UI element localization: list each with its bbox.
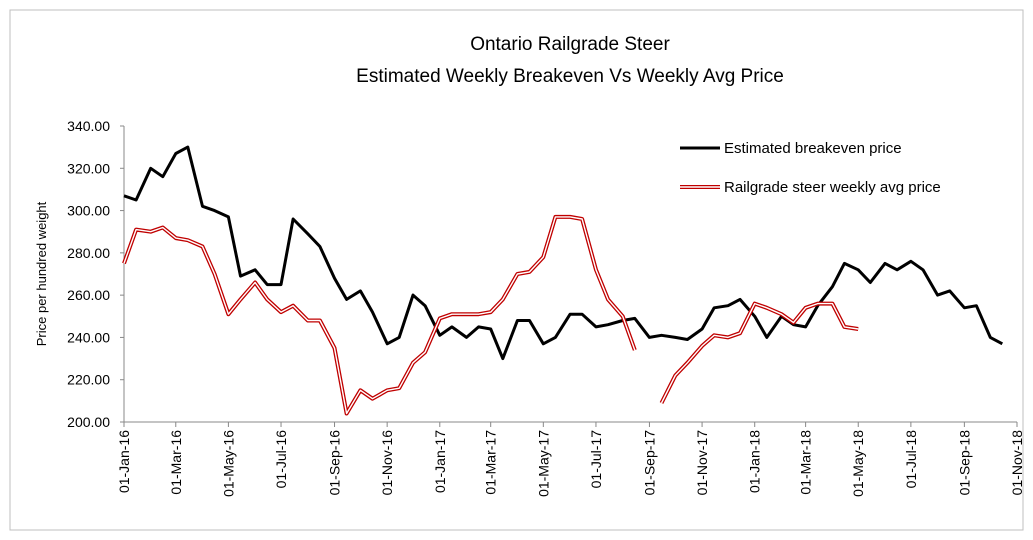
x-tick-label: 01-Nov-17 [694, 430, 710, 496]
x-tick-label: 01-Nov-16 [379, 430, 395, 496]
chart-title: Ontario Railgrade Steer [470, 34, 670, 55]
y-tick-label: 340.00 [67, 118, 110, 134]
x-tick-label: 01-Jul-16 [273, 430, 289, 489]
series-line-inner [123, 216, 859, 415]
legend-label: Estimated breakeven price [724, 140, 902, 157]
y-axis-label: Price per hundred weight [34, 201, 49, 346]
y-tick-label: 200.00 [67, 414, 110, 430]
y-tick-label: 300.00 [67, 203, 110, 219]
y-tick-label: 260.00 [67, 287, 110, 303]
chart-subtitle: Estimated Weekly Breakeven Vs Weekly Avg… [356, 66, 784, 87]
x-tick-label: 01-Jul-18 [903, 430, 919, 489]
x-tick-label: 01-Sep-18 [956, 430, 972, 496]
x-tick-label: 01-May-16 [220, 430, 236, 497]
x-tick-label: 01-Sep-16 [327, 430, 343, 496]
x-tick-label: 01-Nov-18 [1009, 430, 1025, 496]
x-tick-label: 01-May-17 [535, 430, 551, 497]
x-tick-label: 01-Jul-17 [588, 430, 604, 489]
x-tick-label: 01-May-18 [850, 430, 866, 497]
y-tick-label: 240.00 [67, 329, 110, 345]
x-tick-label: 01-Jan-16 [116, 430, 132, 493]
y-tick-label: 220.00 [67, 372, 110, 388]
y-tick-label: 320.00 [67, 160, 110, 176]
chart-border [9, 9, 1024, 531]
y-tick-label: 280.00 [67, 245, 110, 261]
x-tick-label: 01-Jan-18 [747, 430, 763, 493]
x-tick-label: 01-Mar-18 [798, 430, 814, 495]
x-tick-label: 01-Sep-17 [641, 430, 657, 496]
x-tick-label: 01-Mar-17 [483, 430, 499, 495]
series-line [123, 145, 1004, 361]
x-tick-label: 01-Jan-17 [432, 430, 448, 493]
legend-label: Railgrade steer weekly avg price [724, 179, 941, 196]
x-tick-label: 01-Mar-16 [168, 430, 184, 495]
